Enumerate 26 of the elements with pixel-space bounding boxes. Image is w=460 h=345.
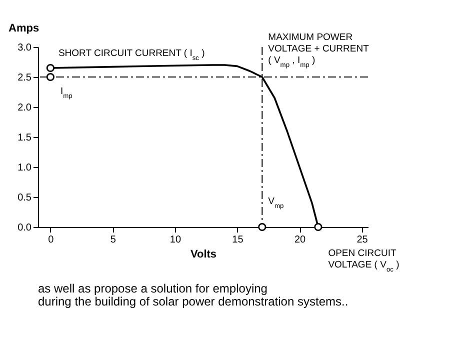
text: during the building of solar power demonstration systems.. [38,294,348,308]
x-tick-label: 25 [356,234,368,246]
x-tick-label: 10 [170,234,182,246]
annotation: I$_{mp}$ [60,86,73,100]
y-tick-label: 2.5 [18,72,32,84]
annotation: MAXIMUM POWER VOLTAGE + CURRENT ( V$_{mp}$ , I$_{mp}$ ) [268,32,370,68]
annotation: SHORT CIRCUIT CURRENT ( I$_{sc}$ ) [58,48,205,62]
y-tick-label: 2.0 [18,102,32,114]
annotation: OPEN CIRCUIT VOLTAGE ( V$_{oc}$ ) [328,248,400,273]
x-tick-label: 15 [232,234,244,246]
text: as well as propose a solution for employing [38,282,268,296]
y-tick-label: 3.0 [18,42,32,54]
y-tick-label: 1.5 [18,132,32,144]
point [258,222,266,232]
y-axis-title: Amps [8,22,40,34]
x-axis-title: Volts [190,248,217,260]
point [314,222,322,232]
point [46,72,55,82]
point [46,64,55,72]
x-tick-label: 0 [48,234,54,246]
y-tick-label: 0.0 [18,222,32,234]
y-tick-label: 0.5 [18,192,32,204]
annotation: V$_{mp}$ [268,196,284,210]
y-tick-label: 1.0 [18,162,32,174]
x-tick-label: 20 [294,234,306,246]
x-tick-label: 5 [110,234,116,246]
